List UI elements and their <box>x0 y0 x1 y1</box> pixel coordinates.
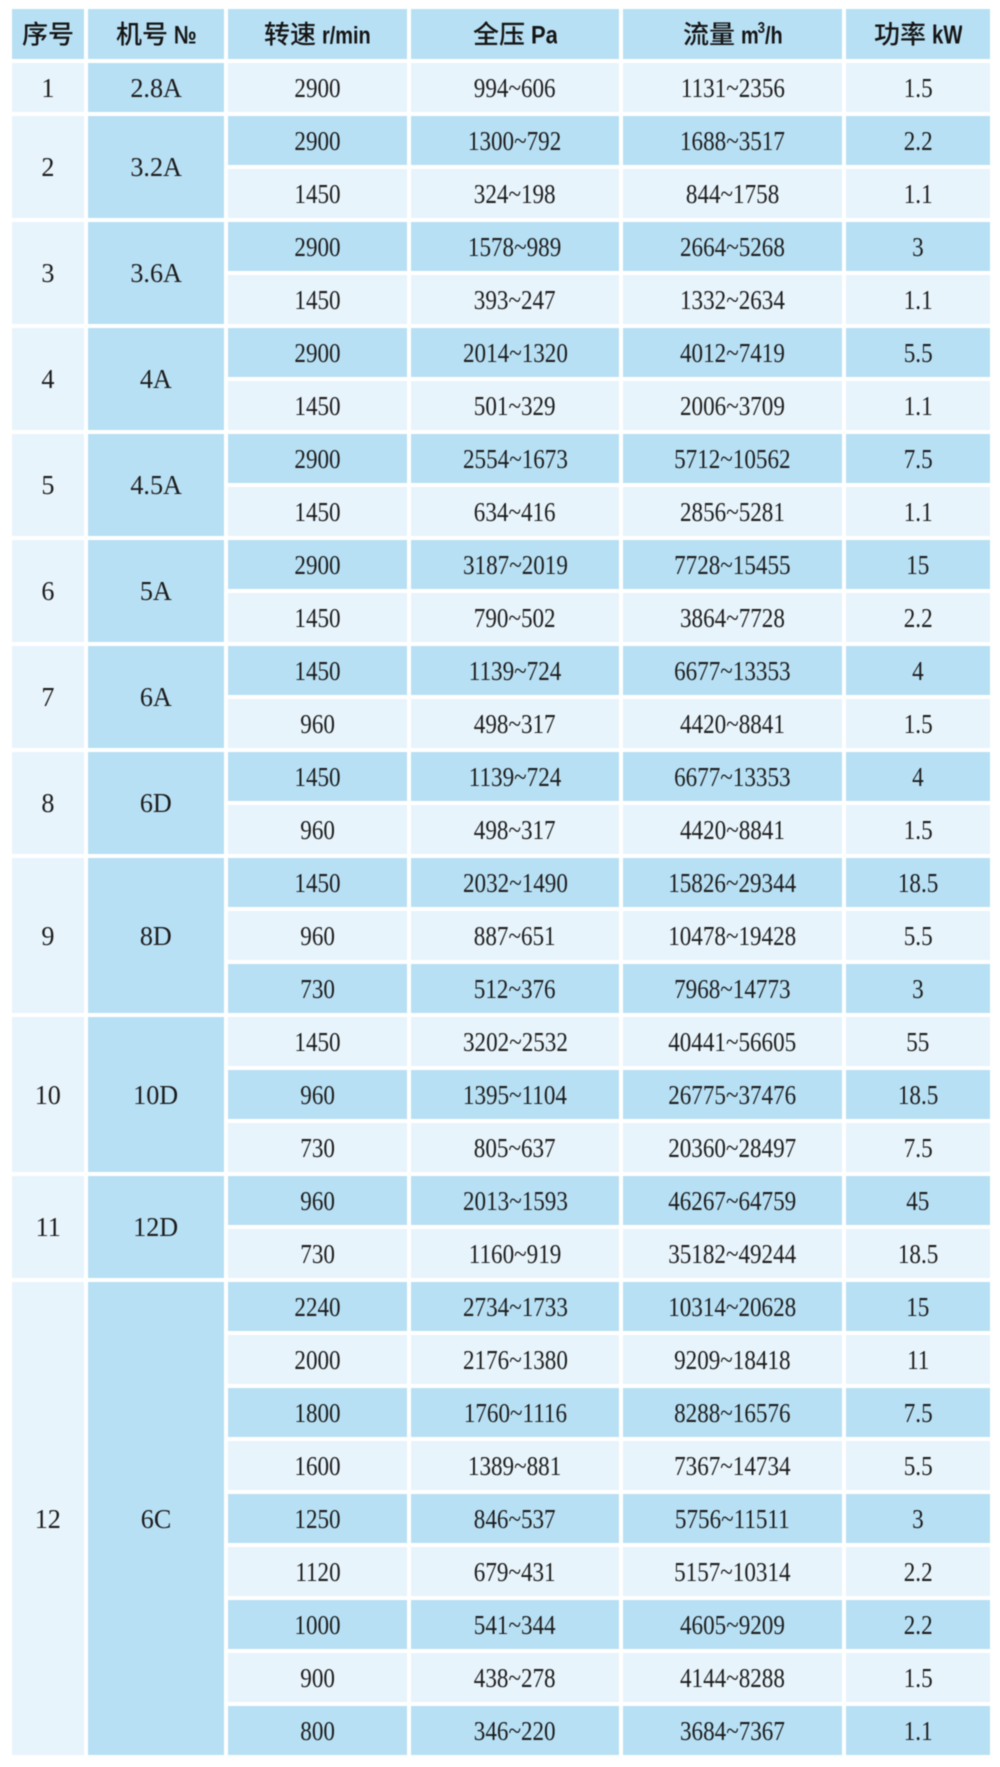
svg-text:kW: kW <box>932 21 963 46</box>
svg-text:m: m <box>741 22 759 47</box>
svg-text:№: № <box>174 21 197 46</box>
svg-text:3: 3 <box>757 21 764 37</box>
svg-text:Pa: Pa <box>531 22 558 47</box>
svg-text:/h: /h <box>765 22 783 47</box>
svg-text:r/min: r/min <box>322 22 371 47</box>
